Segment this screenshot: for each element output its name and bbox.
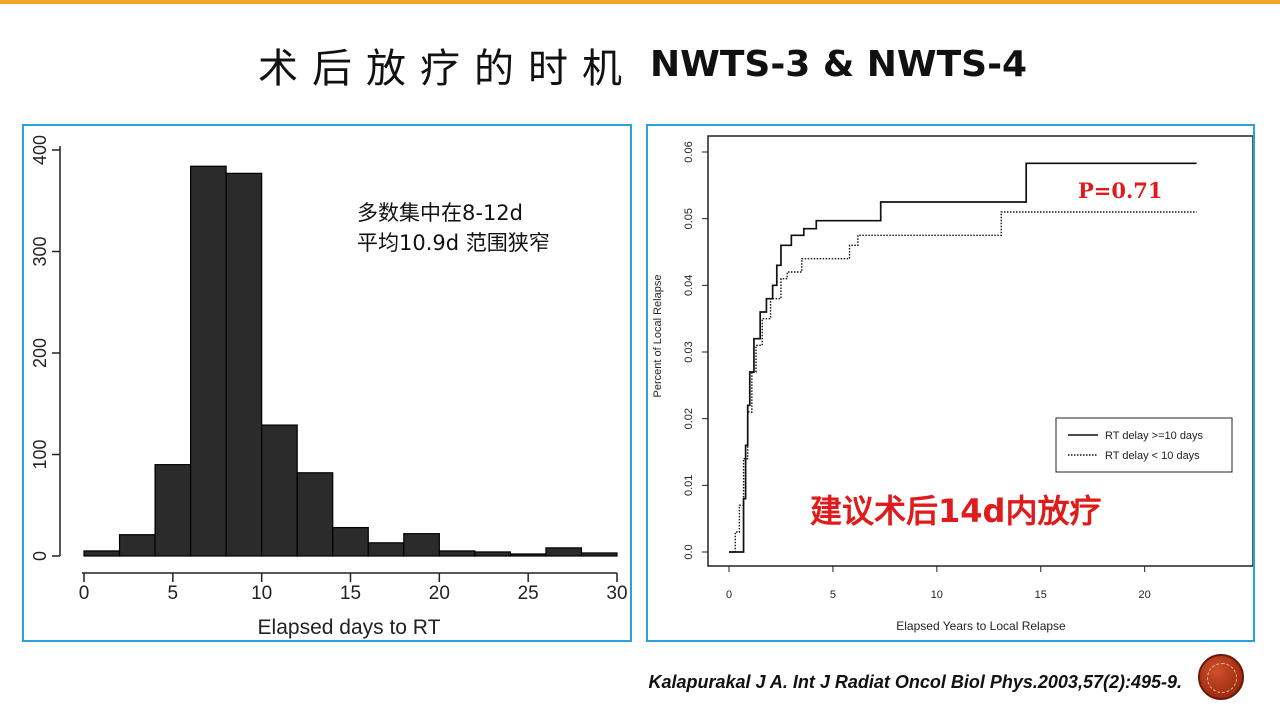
y-tick-label: 0.06 <box>683 141 695 162</box>
x-axis-label: Elapsed days to RT <box>258 616 441 639</box>
seal-logo <box>1198 654 1244 700</box>
histogram-chart: 0 100 200 300 400 0 5 10 15 20 25 30 Elapsed days … <box>30 135 628 639</box>
x-tick-label: 25 <box>518 583 539 604</box>
histogram-bar <box>118 534 156 557</box>
y-axis-label: Percent of Local Relapse <box>652 275 664 398</box>
x-tick-label: 5 <box>830 589 836 601</box>
histogram-bar <box>545 547 583 557</box>
x-tick-label: 0 <box>726 589 732 601</box>
citation: Kalapurakal J A. Int J Radiat Oncol Biol… <box>648 672 1182 692</box>
histogram-bar <box>296 472 334 557</box>
histogram-bar <box>261 424 298 557</box>
histogram-bar <box>83 550 121 557</box>
y-tick-label: 0.04 <box>683 275 695 296</box>
slide-title-trials: NWTS-3 & NWTS-4 <box>650 44 1028 85</box>
histogram-bar <box>580 552 618 557</box>
x-ticks: 0 5 10 15 20 25 30 <box>79 573 628 604</box>
histogram-bar <box>332 526 369 557</box>
conclusion-text: 建议术后14d内放疗 <box>810 492 1101 530</box>
series-rt-delay-ge-10 <box>729 162 1197 553</box>
x-tick-label: 5 <box>168 583 179 604</box>
histogram-bar <box>474 551 512 557</box>
relapse-curve-panel: 0.0 0.01 0.02 0.03 0.04 0.05 0.06 0 5 10 15 20 Per… <box>646 124 1255 642</box>
y-tick-label: 400 <box>30 135 50 165</box>
histogram-bar <box>225 172 263 557</box>
legend-box <box>1055 417 1233 473</box>
histogram-bar <box>438 550 476 557</box>
histogram-bar <box>154 464 192 557</box>
y-tick-label: 0 <box>30 551 50 561</box>
annotation-line-1: 多数集中在8-12d <box>357 201 523 225</box>
histogram-bar <box>367 542 405 557</box>
legend-label-solid: RT delay >=10 days <box>1105 430 1204 442</box>
histogram-bars <box>83 165 618 557</box>
x-tick-label: 0 <box>79 583 90 604</box>
y-tick-label: 0.01 <box>683 475 695 496</box>
x-ticks: 0 5 10 15 20 <box>726 566 1151 601</box>
histogram-panel: 0 100 200 300 400 0 5 10 15 20 25 30 Elapsed days … <box>22 124 632 642</box>
slide-title-chinese: 术后放疗的时机 <box>258 46 636 92</box>
histogram-bar <box>403 533 440 557</box>
x-tick-label: 15 <box>340 583 361 604</box>
legend: RT delay >=10 days RT delay < 10 days <box>1055 417 1233 473</box>
plot-frame <box>707 135 1253 567</box>
y-tick-label: 100 <box>30 439 50 469</box>
series-lines <box>729 162 1197 553</box>
legend-label-dotted: RT delay < 10 days <box>1105 450 1200 462</box>
x-tick-label: 20 <box>1139 589 1151 601</box>
relapse-curve-chart: 0.0 0.01 0.02 0.03 0.04 0.05 0.06 0 5 10 15 20 Per… <box>652 135 1253 633</box>
y-tick-label: 0.02 <box>683 408 695 429</box>
y-tick-label: 200 <box>30 338 50 368</box>
annotation-line-2: 平均10.9d 范围狭窄 <box>357 231 550 255</box>
top-accent-bar <box>0 0 1280 4</box>
y-tick-label: 300 <box>30 236 50 266</box>
y-tick-label: 0.05 <box>683 208 695 229</box>
series-rt-delay-lt-10 <box>729 211 1197 553</box>
histogram-bar <box>190 165 227 557</box>
x-tick-label: 30 <box>606 583 627 604</box>
x-tick-label: 20 <box>429 583 450 604</box>
x-axis-label: Elapsed Years to Local Relapse <box>896 619 1066 633</box>
y-tick-label: 0.03 <box>683 341 695 362</box>
x-tick-label: 15 <box>1035 589 1047 601</box>
x-tick-label: 10 <box>931 589 943 601</box>
x-tick-label: 10 <box>251 583 272 604</box>
y-ticks: 0 100 200 300 400 <box>30 135 60 561</box>
p-value: P=0.71 <box>1078 178 1163 203</box>
y-ticks: 0.0 0.01 0.02 0.03 0.04 0.05 0.06 <box>683 141 708 560</box>
histogram-bar <box>509 553 547 557</box>
y-tick-label: 0.0 <box>683 544 695 559</box>
